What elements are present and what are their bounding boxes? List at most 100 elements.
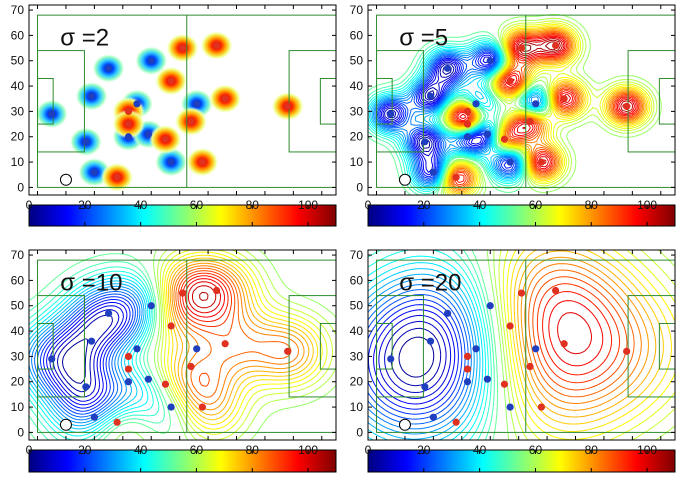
y-tick-label: 40 bbox=[350, 79, 364, 93]
blue-player-marker bbox=[104, 64, 113, 72]
blue-player-marker bbox=[426, 337, 435, 345]
red-player-marker bbox=[167, 77, 175, 85]
x-tick-label: 0 bbox=[26, 198, 33, 212]
sigma-label: σ =2 bbox=[60, 25, 109, 52]
red-player-marker bbox=[537, 403, 545, 411]
red-player-marker bbox=[284, 102, 292, 110]
contour-line bbox=[62, 338, 89, 384]
axes-frame bbox=[28, 249, 337, 441]
ball-marker bbox=[59, 418, 72, 431]
blue-player-marker bbox=[167, 403, 175, 411]
y-tick-label: 30 bbox=[350, 104, 364, 118]
right-penalty-box bbox=[627, 295, 675, 398]
red-player-marker bbox=[161, 380, 170, 388]
blue-player-marker bbox=[193, 100, 201, 108]
contour-line bbox=[462, 250, 495, 440]
red-player-marker bbox=[213, 286, 221, 295]
contour-line bbox=[177, 270, 236, 387]
y-tick-label: 30 bbox=[350, 349, 364, 363]
contour-line bbox=[182, 275, 229, 322]
red-player-marker bbox=[526, 117, 534, 126]
blue-player-marker bbox=[443, 309, 452, 317]
pitch-markings bbox=[376, 14, 675, 188]
contour-line bbox=[380, 54, 493, 176]
blue-player-marker bbox=[472, 345, 480, 353]
x-tick-label: 20 bbox=[78, 443, 92, 457]
contour-line bbox=[29, 285, 143, 424]
contour-line bbox=[398, 336, 435, 378]
blue-player-marker bbox=[532, 100, 540, 108]
contour-line bbox=[29, 266, 160, 440]
blue-player-marker bbox=[90, 413, 98, 421]
x-tick-label: 100 bbox=[637, 198, 657, 212]
x-tick-label: 100 bbox=[298, 443, 318, 457]
contour-line bbox=[29, 283, 145, 427]
blue-player-marker bbox=[48, 110, 56, 118]
contour-line bbox=[368, 262, 484, 440]
x-tick-label: 80 bbox=[585, 443, 599, 457]
blue-player-marker bbox=[443, 64, 452, 72]
contour-line bbox=[447, 26, 648, 195]
blue-player-marker bbox=[429, 168, 437, 176]
contour-line bbox=[157, 250, 336, 440]
blue-player-marker bbox=[82, 383, 90, 391]
contour-line bbox=[486, 250, 510, 440]
blue-player-marker bbox=[426, 92, 435, 100]
red-player-marker bbox=[167, 322, 175, 330]
x-tick-label: 100 bbox=[298, 198, 318, 212]
red-player-marker bbox=[213, 41, 221, 50]
y-tick-label: 50 bbox=[11, 54, 25, 68]
red-player-marker bbox=[113, 173, 121, 181]
x-tick-label: 60 bbox=[529, 443, 543, 457]
contour-line bbox=[179, 272, 232, 327]
right-penalty-box bbox=[288, 50, 336, 153]
contour-line bbox=[498, 250, 675, 440]
right-penalty-box bbox=[288, 295, 336, 398]
blue-player-marker bbox=[421, 383, 429, 391]
plot-area bbox=[368, 250, 675, 440]
blue-player-marker bbox=[387, 110, 395, 118]
contour-line bbox=[448, 28, 646, 193]
blue-player-marker bbox=[387, 355, 395, 363]
blue-player-marker bbox=[483, 375, 491, 383]
blue-player-marker bbox=[463, 378, 472, 386]
contour-line bbox=[373, 46, 539, 185]
red-player-marker bbox=[124, 120, 133, 128]
red-player-marker bbox=[552, 286, 560, 295]
red-player-marker bbox=[506, 322, 514, 330]
y-tick-label: 60 bbox=[350, 273, 364, 287]
red-player-marker bbox=[463, 107, 472, 115]
surface-field bbox=[29, 250, 336, 440]
x-tick-label: 60 bbox=[190, 198, 204, 212]
sigma-label: σ =5 bbox=[399, 25, 448, 52]
x-tick-label: 20 bbox=[417, 443, 431, 457]
blue-player-marker bbox=[463, 133, 472, 141]
blue-player-marker bbox=[147, 57, 155, 65]
red-player-marker bbox=[187, 362, 195, 371]
contour-line bbox=[506, 250, 675, 440]
axes-frame bbox=[28, 4, 337, 196]
contour-line bbox=[368, 299, 463, 415]
ball-marker bbox=[398, 173, 411, 186]
right-goal-box bbox=[319, 77, 336, 125]
surface-field bbox=[368, 250, 675, 440]
x-tick-label: 40 bbox=[473, 198, 487, 212]
red-player-marker bbox=[500, 135, 509, 143]
y-tick-label: 70 bbox=[350, 3, 364, 17]
y-tick-label: 40 bbox=[350, 324, 364, 338]
blue-player-marker bbox=[48, 355, 56, 363]
blue-player-marker bbox=[144, 375, 152, 383]
red-player-marker bbox=[517, 289, 526, 297]
y-tick-label: 30 bbox=[11, 349, 25, 363]
red-player-marker bbox=[187, 117, 195, 126]
x-tick-label: 20 bbox=[417, 198, 431, 212]
surface-field bbox=[368, 13, 662, 195]
y-tick-label: 10 bbox=[350, 155, 364, 169]
contour-line bbox=[34, 290, 139, 418]
y-tick-label: 70 bbox=[350, 248, 364, 262]
colorbar bbox=[367, 204, 676, 227]
blue-player-marker bbox=[147, 302, 155, 310]
contour-line bbox=[49, 305, 124, 402]
red-player-marker bbox=[537, 158, 545, 166]
contour-line bbox=[517, 250, 657, 418]
